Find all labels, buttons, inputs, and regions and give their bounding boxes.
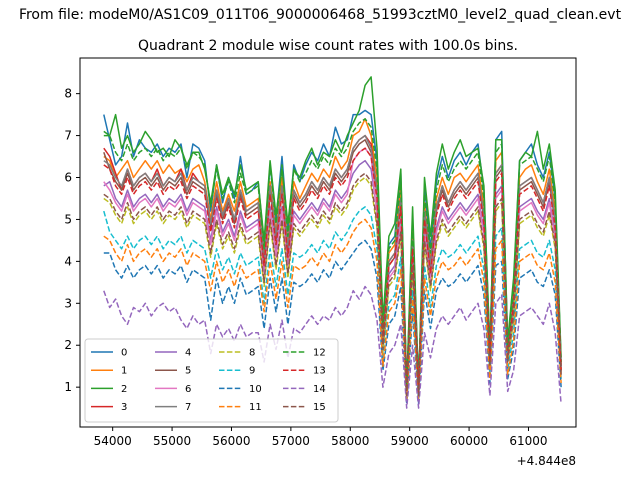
y-tick-label: 1 bbox=[64, 380, 72, 394]
x-tick-label: 61000 bbox=[509, 434, 547, 448]
series-line-13 bbox=[103, 147, 562, 393]
legend-label-3: 3 bbox=[121, 402, 127, 413]
y-tick-label: 7 bbox=[64, 129, 72, 143]
series-line-12 bbox=[103, 118, 562, 388]
series-line-14 bbox=[103, 285, 562, 409]
y-tick-label: 2 bbox=[64, 338, 72, 352]
x-tick-label: 56000 bbox=[212, 434, 250, 448]
legend-label-7: 7 bbox=[185, 402, 191, 413]
series-line-15 bbox=[103, 172, 562, 397]
y-tick-label: 3 bbox=[64, 296, 72, 310]
y-tick-label: 8 bbox=[64, 87, 72, 101]
y-tick-label: 4 bbox=[64, 254, 72, 268]
legend-label-15: 15 bbox=[313, 402, 326, 413]
legend-label-10: 10 bbox=[249, 384, 262, 395]
legend-label-2: 2 bbox=[121, 384, 127, 395]
x-tick-label: 58000 bbox=[331, 434, 369, 448]
series-group bbox=[103, 76, 562, 409]
x-tick-label: 59000 bbox=[391, 434, 429, 448]
legend-label-0: 0 bbox=[121, 348, 127, 359]
x-tick-label: 54000 bbox=[94, 434, 132, 448]
x-offset-label: +4.844e8 bbox=[517, 454, 576, 468]
legend-label-8: 8 bbox=[249, 348, 255, 359]
x-tick-label: 57000 bbox=[272, 434, 310, 448]
legend-label-1: 1 bbox=[121, 366, 127, 377]
y-tick-label: 5 bbox=[64, 212, 72, 226]
legend-label-14: 14 bbox=[313, 384, 326, 395]
figure-suptitle: From file: modeM0/AS1C09_011T06_90000064… bbox=[19, 7, 622, 23]
chart-title: Quadrant 2 module wise count rates with … bbox=[138, 38, 518, 54]
axes-frame bbox=[79, 57, 577, 428]
y-tick-label: 6 bbox=[64, 171, 72, 185]
legend-label-12: 12 bbox=[313, 348, 326, 359]
legend-label-9: 9 bbox=[249, 366, 255, 377]
x-tick-label: 60000 bbox=[450, 434, 488, 448]
legend-label-13: 13 bbox=[313, 366, 326, 377]
legend-label-6: 6 bbox=[185, 384, 191, 395]
x-tick-label: 55000 bbox=[153, 434, 191, 448]
legend-label-4: 4 bbox=[185, 348, 191, 359]
axis-ticks: 54000 55000 56000 57000 58000 59000 60000 61000… bbox=[64, 87, 547, 448]
legend-label-5: 5 bbox=[185, 366, 191, 377]
series-line-8 bbox=[103, 176, 562, 397]
legend-box bbox=[84, 338, 339, 423]
series-line-11 bbox=[103, 218, 562, 401]
legend-label-11: 11 bbox=[249, 402, 262, 413]
